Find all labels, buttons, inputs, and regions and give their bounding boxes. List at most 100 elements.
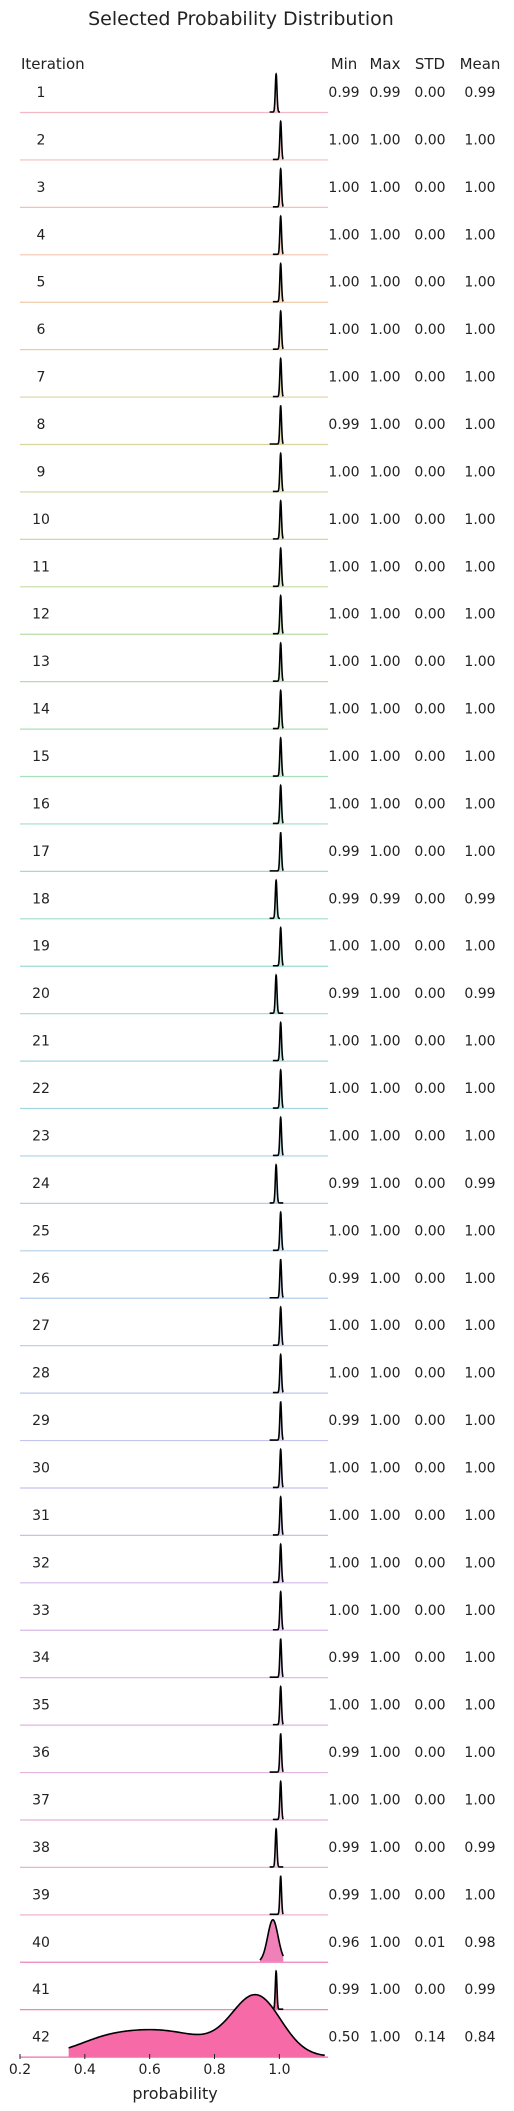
ridge-curve <box>272 926 284 967</box>
ridge-row: 20 0.99 1.00 0.00 0.99 <box>20 973 496 1015</box>
ridge-curve <box>272 1068 284 1109</box>
iteration-label: 1 <box>37 85 46 101</box>
std-value: 0.01 <box>414 1935 445 1951</box>
std-value: 0.00 <box>414 1792 445 1808</box>
mean-value: 1.00 <box>464 1887 495 1903</box>
ridge-row: 3 1.00 1.00 0.00 1.00 <box>20 167 496 208</box>
ridge-curve <box>272 1020 284 1062</box>
std-value: 0.00 <box>414 796 445 812</box>
min-value: 1.00 <box>328 1555 359 1571</box>
iteration-label: 24 <box>32 1176 50 1192</box>
ridge-row: 33 1.00 1.00 0.00 1.00 <box>20 1590 496 1631</box>
ridge-area <box>68 1994 325 2057</box>
ridge-curve <box>272 1495 284 1536</box>
ridge-row: 39 0.99 1.00 0.00 1.00 <box>20 1875 496 1916</box>
mean-value: 1.00 <box>464 1555 495 1571</box>
max-value: 1.00 <box>369 1176 400 1192</box>
iteration-label: 14 <box>32 702 50 718</box>
x-axis-label: probability <box>132 2084 217 2103</box>
mean-value: 1.00 <box>464 1745 495 1761</box>
iteration-label: 6 <box>37 322 46 338</box>
ridge-row: 9 1.00 1.00 0.00 1.00 <box>20 451 496 493</box>
max-value: 1.00 <box>369 986 400 1002</box>
std-value: 0.00 <box>414 1745 445 1761</box>
iteration-label: 33 <box>32 1603 50 1619</box>
max-value: 0.99 <box>369 85 400 101</box>
std-value: 0.00 <box>414 702 445 718</box>
mean-value: 1.00 <box>464 796 495 812</box>
mean-value: 1.00 <box>464 702 495 718</box>
ridge-curve <box>272 594 284 635</box>
x-tick-label: 1.0 <box>268 2062 290 2078</box>
ridge-row: 30 1.00 1.00 0.00 1.00 <box>20 1447 496 1489</box>
mean-value: 1.00 <box>464 322 495 338</box>
ridge-curve <box>272 783 284 825</box>
ridge-curve <box>269 1875 284 1916</box>
iteration-label: 13 <box>32 654 50 670</box>
min-value: 1.00 <box>328 1460 359 1476</box>
ridge-curve <box>269 1258 284 1299</box>
min-value: 0.99 <box>328 844 359 860</box>
mean-value: 1.00 <box>464 1366 495 1382</box>
std-value: 0.00 <box>414 844 445 860</box>
mean-value: 1.00 <box>464 1508 495 1524</box>
max-value: 1.00 <box>369 1366 400 1382</box>
std-value: 0.00 <box>414 464 445 480</box>
max-value: 1.00 <box>369 1128 400 1144</box>
min-value: 1.00 <box>328 1698 359 1714</box>
iteration-label: 40 <box>32 1935 50 1951</box>
ridge-row: 27 1.00 1.00 0.00 1.00 <box>20 1305 496 1347</box>
ridge-row: 37 1.00 1.00 0.00 1.00 <box>20 1779 496 1821</box>
max-value: 1.00 <box>369 1792 400 1808</box>
min-value: 1.00 <box>328 607 359 623</box>
min-value: 1.00 <box>328 1366 359 1382</box>
chart-title: Selected Probability Distribution <box>88 8 394 30</box>
max-value: 1.00 <box>369 1982 400 1998</box>
ridge-row: 32 1.00 1.00 0.00 1.00 <box>20 1542 496 1584</box>
ridge-row: 6 1.00 1.00 0.00 1.00 <box>20 309 496 351</box>
ridge-row: 8 0.99 1.00 0.00 1.00 <box>20 405 496 446</box>
std-value: 0.00 <box>414 1460 445 1476</box>
mean-value: 1.00 <box>464 464 495 480</box>
min-value: 0.99 <box>328 1650 359 1666</box>
ridge-curve <box>272 641 284 682</box>
max-value: 1.00 <box>369 607 400 623</box>
ridge-curve <box>272 1352 284 1394</box>
iteration-label: 3 <box>37 180 46 196</box>
min-value: 0.99 <box>328 417 359 433</box>
max-value: 1.00 <box>369 1223 400 1239</box>
ridge-curve <box>272 1115 284 1157</box>
ridge-row: 35 1.00 1.00 0.00 1.00 <box>20 1684 496 1726</box>
min-value: 1.00 <box>328 275 359 291</box>
iteration-label: 39 <box>32 1887 50 1903</box>
std-value: 0.00 <box>414 1555 445 1571</box>
ridge-curve <box>272 167 284 208</box>
min-value: 1.00 <box>328 796 359 812</box>
ridge-row: 29 0.99 1.00 0.00 1.00 <box>20 1401 496 1442</box>
ridge-row: 1 0.99 0.99 0.00 0.99 <box>20 72 496 114</box>
x-axis: 0.2 0.4 0.6 0.8 1.0 <box>9 2054 291 2078</box>
ridge-curve <box>272 736 284 777</box>
mean-value: 1.00 <box>464 749 495 765</box>
min-value: 1.00 <box>328 227 359 243</box>
std-value: 0.00 <box>414 1840 445 1856</box>
ridge-row: 11 1.00 1.00 0.00 1.00 <box>20 546 496 588</box>
iteration-label: 19 <box>32 939 50 955</box>
mean-value: 0.84 <box>464 2030 495 2046</box>
iteration-label: 10 <box>32 512 50 528</box>
min-value: 0.96 <box>328 1935 359 1951</box>
ridge-curve <box>269 1827 284 1868</box>
iteration-label: 5 <box>37 275 46 291</box>
iteration-label: 32 <box>32 1555 50 1571</box>
ridge-curve <box>272 1210 284 1252</box>
mean-value: 1.00 <box>464 1081 495 1097</box>
ridge-curve <box>68 1993 325 2057</box>
min-value: 1.00 <box>328 322 359 338</box>
ridge-row: 25 1.00 1.00 0.00 1.00 <box>20 1210 496 1252</box>
ridge-row: 38 0.99 1.00 0.00 0.99 <box>20 1827 496 1869</box>
mean-value: 1.00 <box>464 1603 495 1619</box>
x-tick-label: 0.4 <box>74 2062 96 2078</box>
max-value: 1.00 <box>369 464 400 480</box>
ridge-curve <box>269 832 284 872</box>
min-value: 0.99 <box>328 85 359 101</box>
